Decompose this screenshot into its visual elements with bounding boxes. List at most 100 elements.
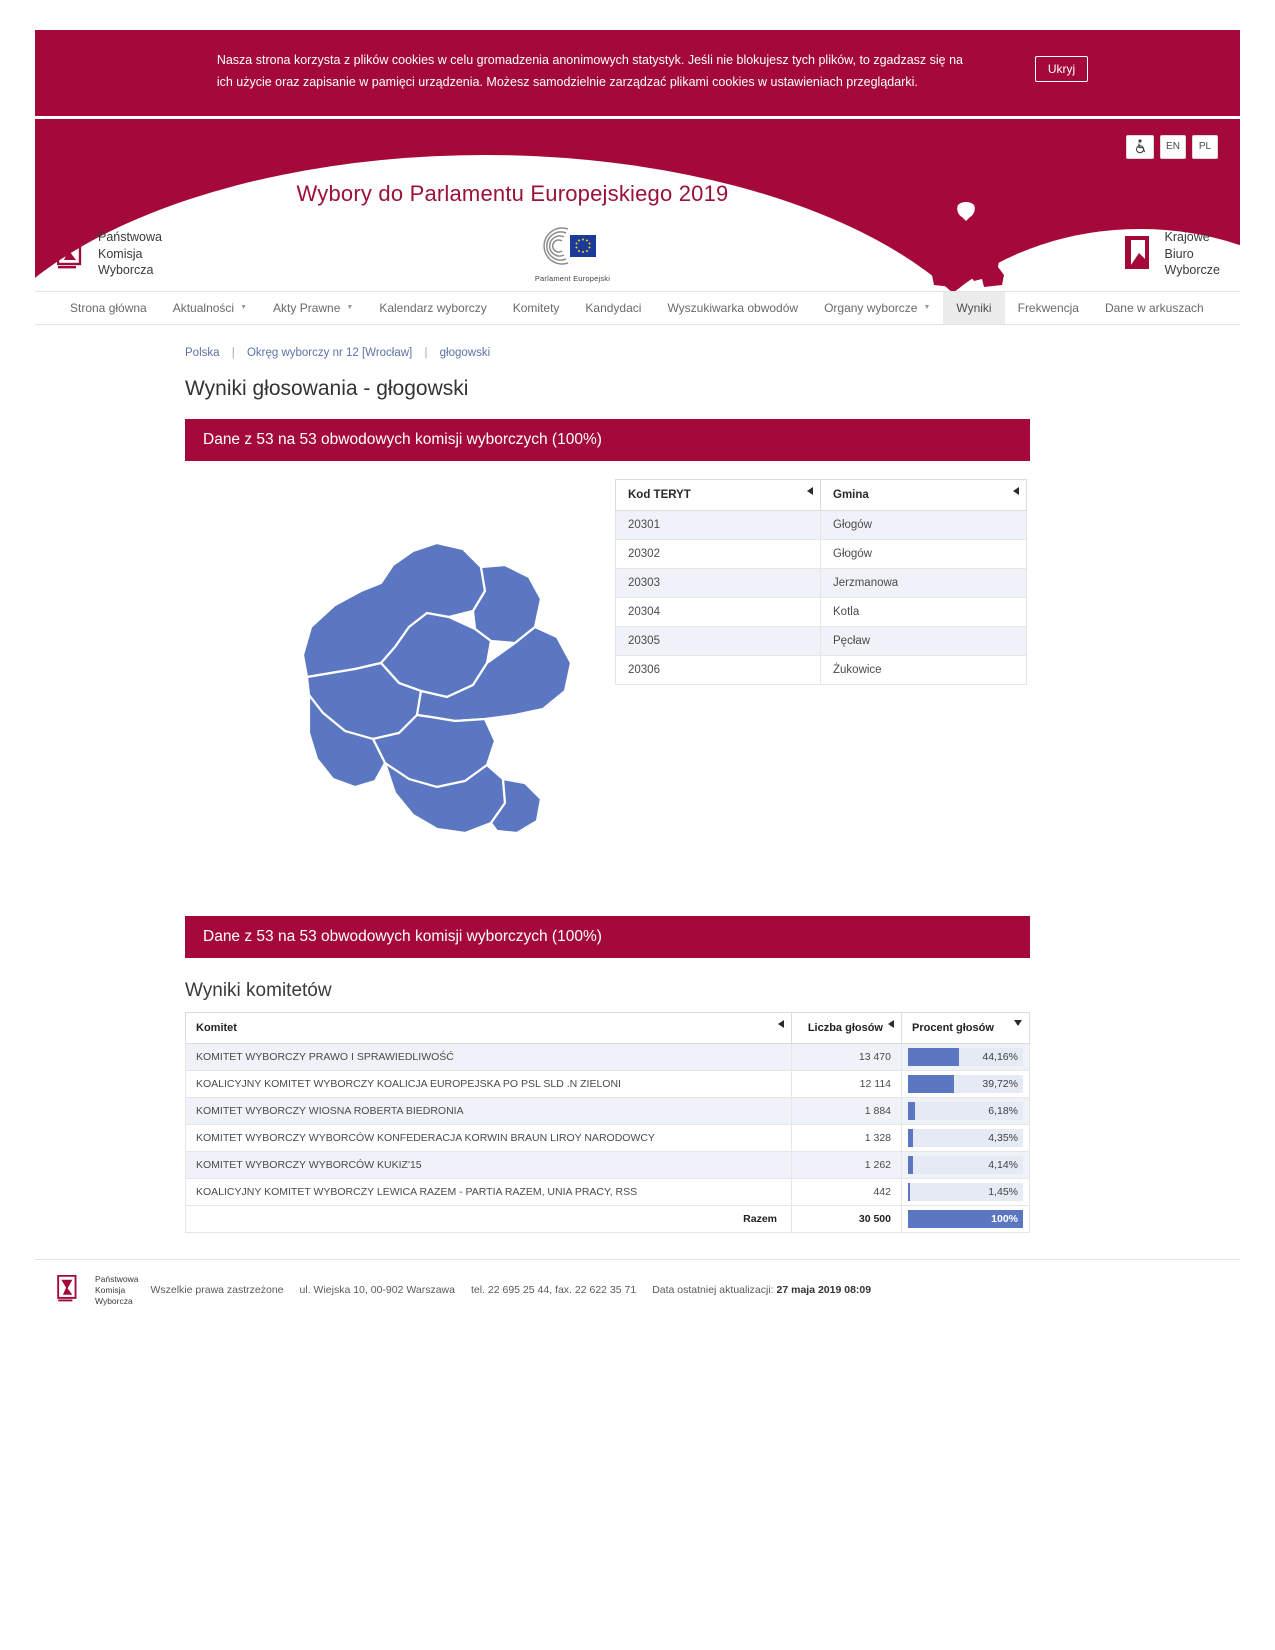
pkw-logo-text: Państwowa Komisja Wyborcza (98, 229, 162, 279)
map-and-gmina-row: Kod TERYT Gmina 20301 Głogów 20302 Głogów 20… (185, 473, 1030, 882)
sort-triangle-icon[interactable] (1013, 486, 1019, 495)
language-and-accessibility-controls[interactable]: EN PL (1126, 134, 1218, 159)
results-table-row[interactable]: KOMITET WYBORCZY PRAWO I SPRAWIEDLIWOŚĆ 1… (185, 1042, 1030, 1071)
committee-name-cell: KOMITET WYBORCZY PRAWO I SPRAWIEDLIWOŚĆ (185, 1042, 792, 1071)
gmina-kod-cell: 20302 (615, 538, 821, 569)
percent-cell: 4,35% (901, 1123, 1030, 1152)
results-table-row[interactable]: KOMITET WYBORCZY WIOSNA ROBERTA BIEDRONI… (185, 1096, 1030, 1125)
results-table-row[interactable]: KOMITET WYBORCZY WYBORCÓW KUKIZ'15 1 262 4… (185, 1150, 1030, 1179)
nav-item-7[interactable]: Organy wyborcze ▼ (811, 292, 943, 324)
gmina-table-row[interactable]: 20304 Kotla (615, 596, 1027, 627)
nav-item-5[interactable]: Kandydaci (572, 292, 654, 324)
main-navigation[interactable]: Strona główna Aktualności ▼ Akty Prawne ▼ Kal… (35, 290, 1240, 325)
page-content: Polska | Okręg wyborczy nr 12 [Wrocław] … (35, 325, 1240, 1233)
sort-triangle-icon[interactable] (778, 1019, 784, 1028)
footer-logo-line-2: Komisja (95, 1284, 126, 1295)
pkw-logo-line-3: Wyborcza (98, 263, 154, 278)
percent-cell: 1,45% (901, 1177, 1030, 1206)
footer-rights: Wszelkie prawa zastrzeżone (150, 1284, 284, 1297)
gmina-table-header-gmina[interactable]: Gmina (820, 478, 1027, 511)
results-header-votes[interactable]: Liczba głosów (791, 1011, 902, 1044)
results-header-percent[interactable]: Procent głosów (901, 1011, 1030, 1044)
kbw-logo[interactable]: Krajowe Biuro Wyborcze (1124, 229, 1220, 279)
gmina-table-header-gmina-label: Gmina (833, 488, 869, 501)
footer-logo-line-3: Wyborcza (95, 1295, 133, 1306)
pkw-logo[interactable]: Państwowa Komisja Wyborcza (57, 229, 162, 279)
committee-name-cell: KOMITET WYBORCZY WIOSNA ROBERTA BIEDRONI… (185, 1096, 792, 1125)
gmina-name-cell: Jerzmanowa (820, 567, 1027, 598)
footer-update-label: Data ostatniej aktualizacji: (652, 1284, 774, 1297)
nav-item-3[interactable]: Kalendarz wyborczy (366, 292, 499, 324)
nav-item-label: Wyniki (956, 300, 992, 315)
gmina-name-cell: Kotla (820, 596, 1027, 627)
committee-name-cell: KOMITET WYBORCZY WYBORCÓW KUKIZ'15 (185, 1150, 792, 1179)
nav-item-2[interactable]: Akty Prawne ▼ (260, 292, 366, 324)
nav-item-label: Strona główna (70, 300, 147, 315)
committee-votes-cell: 12 114 (791, 1069, 902, 1098)
results-table-row[interactable]: KOALICYJNY KOMITET WYBORCZY KOALICJA EUR… (185, 1069, 1030, 1098)
glogowski-county-map-svg[interactable] (185, 487, 605, 877)
nav-item-0[interactable]: Strona główna (57, 292, 160, 324)
sort-triangle-icon[interactable] (888, 1019, 894, 1028)
pkw-logo-line-1: Państwowa (98, 230, 162, 245)
gmina-table-row[interactable]: 20302 Głogów (615, 538, 1027, 569)
nav-item-10[interactable]: Dane w arkuszach (1092, 292, 1217, 324)
breadcrumb-item-powiat[interactable]: głogowski (439, 346, 491, 359)
breadcrumb-separator: | (231, 346, 235, 359)
gmina-table-row[interactable]: 20303 Jerzmanowa (615, 567, 1027, 598)
county-map[interactable] (185, 473, 615, 882)
nav-item-9[interactable]: Frekwencja (1005, 292, 1092, 324)
results-header-percent-label: Procent głosów (912, 1021, 994, 1034)
gmina-table-row[interactable]: 20305 Pęcław (615, 625, 1027, 656)
committee-name-cell: KOALICYJNY KOMITET WYBORCZY KOALICJA EUR… (185, 1069, 792, 1098)
chevron-down-icon[interactable]: ▼ (240, 304, 248, 312)
footer-update-value: 27 maja 2019 08:09 (776, 1284, 872, 1297)
european-parliament-logo-icon (542, 227, 596, 265)
cookie-hide-button[interactable]: Ukryj (1034, 56, 1089, 82)
percent-bar-label: 1,45% (988, 1185, 1018, 1198)
chevron-down-icon[interactable]: ▼ (346, 304, 354, 312)
committee-votes-cell: 1 884 (791, 1096, 902, 1125)
nav-item-8[interactable]: Wyniki (943, 291, 1005, 324)
site-masthead: EN PL Wybory do Parlamentu Europejskiego… (35, 118, 1240, 291)
results-header-committee[interactable]: Komitet (185, 1011, 792, 1044)
nav-item-1[interactable]: Aktualności ▼ (160, 292, 260, 324)
breadcrumb-item-okreg[interactable]: Okręg wyborczy nr 12 [Wrocław] (246, 346, 413, 359)
gmina-table-header-kod[interactable]: Kod TERYT (615, 478, 821, 511)
nav-item-label: Wyszukiwarka obwodów (667, 300, 799, 315)
european-parliament-logo[interactable]: Parlament Europejski (35, 225, 1240, 283)
gmina-table-row[interactable]: 20301 Głogów (615, 509, 1027, 540)
sort-triangle-icon[interactable] (807, 486, 813, 495)
percent-cell: 6,18% (901, 1096, 1030, 1125)
percent-bar-label: 44,16% (982, 1050, 1018, 1063)
committee-name-cell: KOALICYJNY KOMITET WYBORCZY LEWICA RAZEM… (185, 1177, 792, 1206)
results-table-row[interactable]: KOMITET WYBORCZY WYBORCÓW KONFEDERACJA K… (185, 1123, 1030, 1152)
kbw-logo-line-1: Krajowe (1164, 230, 1210, 245)
nav-item-4[interactable]: Komitety (500, 292, 573, 324)
cookie-consent-text: Nasza strona korzysta z plików cookies w… (216, 53, 963, 89)
language-en-button[interactable]: EN (1160, 134, 1186, 159)
gmina-table-wrap: Kod TERYT Gmina 20301 Głogów 20302 Głogów 20… (615, 473, 1027, 685)
kbw-logo-line-2: Biuro (1164, 246, 1194, 261)
gmina-table-row[interactable]: 20306 Żukowice (615, 654, 1027, 685)
gmina-table: Kod TERYT Gmina 20301 Głogów 20302 Głogów 20… (615, 478, 1027, 685)
percent-cell: 39,72% (901, 1069, 1030, 1098)
sort-triangle-down-icon[interactable] (1014, 1019, 1022, 1026)
wheelchair-glyph-icon (1135, 139, 1145, 154)
percent-bar: 6,18% (908, 1101, 1023, 1120)
wheelchair-icon[interactable] (1126, 134, 1154, 159)
breadcrumb: Polska | Okręg wyborczy nr 12 [Wrocław] … (185, 347, 1240, 359)
chevron-down-icon[interactable]: ▼ (923, 304, 931, 312)
results-table-row[interactable]: KOALICYJNY KOMITET WYBORCZY LEWICA RAZEM… (185, 1177, 1030, 1206)
total-label-cell: Razem (185, 1204, 792, 1233)
footer-logo-line-1: Państwowa (95, 1273, 139, 1284)
language-pl-button[interactable]: PL (1192, 134, 1218, 159)
status-banner-bottom: Dane z 53 na 53 obwodowych komisji wybor… (185, 915, 1030, 958)
nav-item-6[interactable]: Wyszukiwarka obwodów (654, 292, 811, 324)
committee-votes-cell: 442 (791, 1177, 902, 1206)
percent-bar: 4,14% (908, 1155, 1023, 1174)
breadcrumb-item-polska[interactable]: Polska (185, 346, 220, 359)
gmina-kod-cell: 20305 (615, 625, 821, 656)
gmina-kod-cell: 20301 (615, 509, 821, 540)
gmina-name-cell: Głogów (820, 538, 1027, 569)
